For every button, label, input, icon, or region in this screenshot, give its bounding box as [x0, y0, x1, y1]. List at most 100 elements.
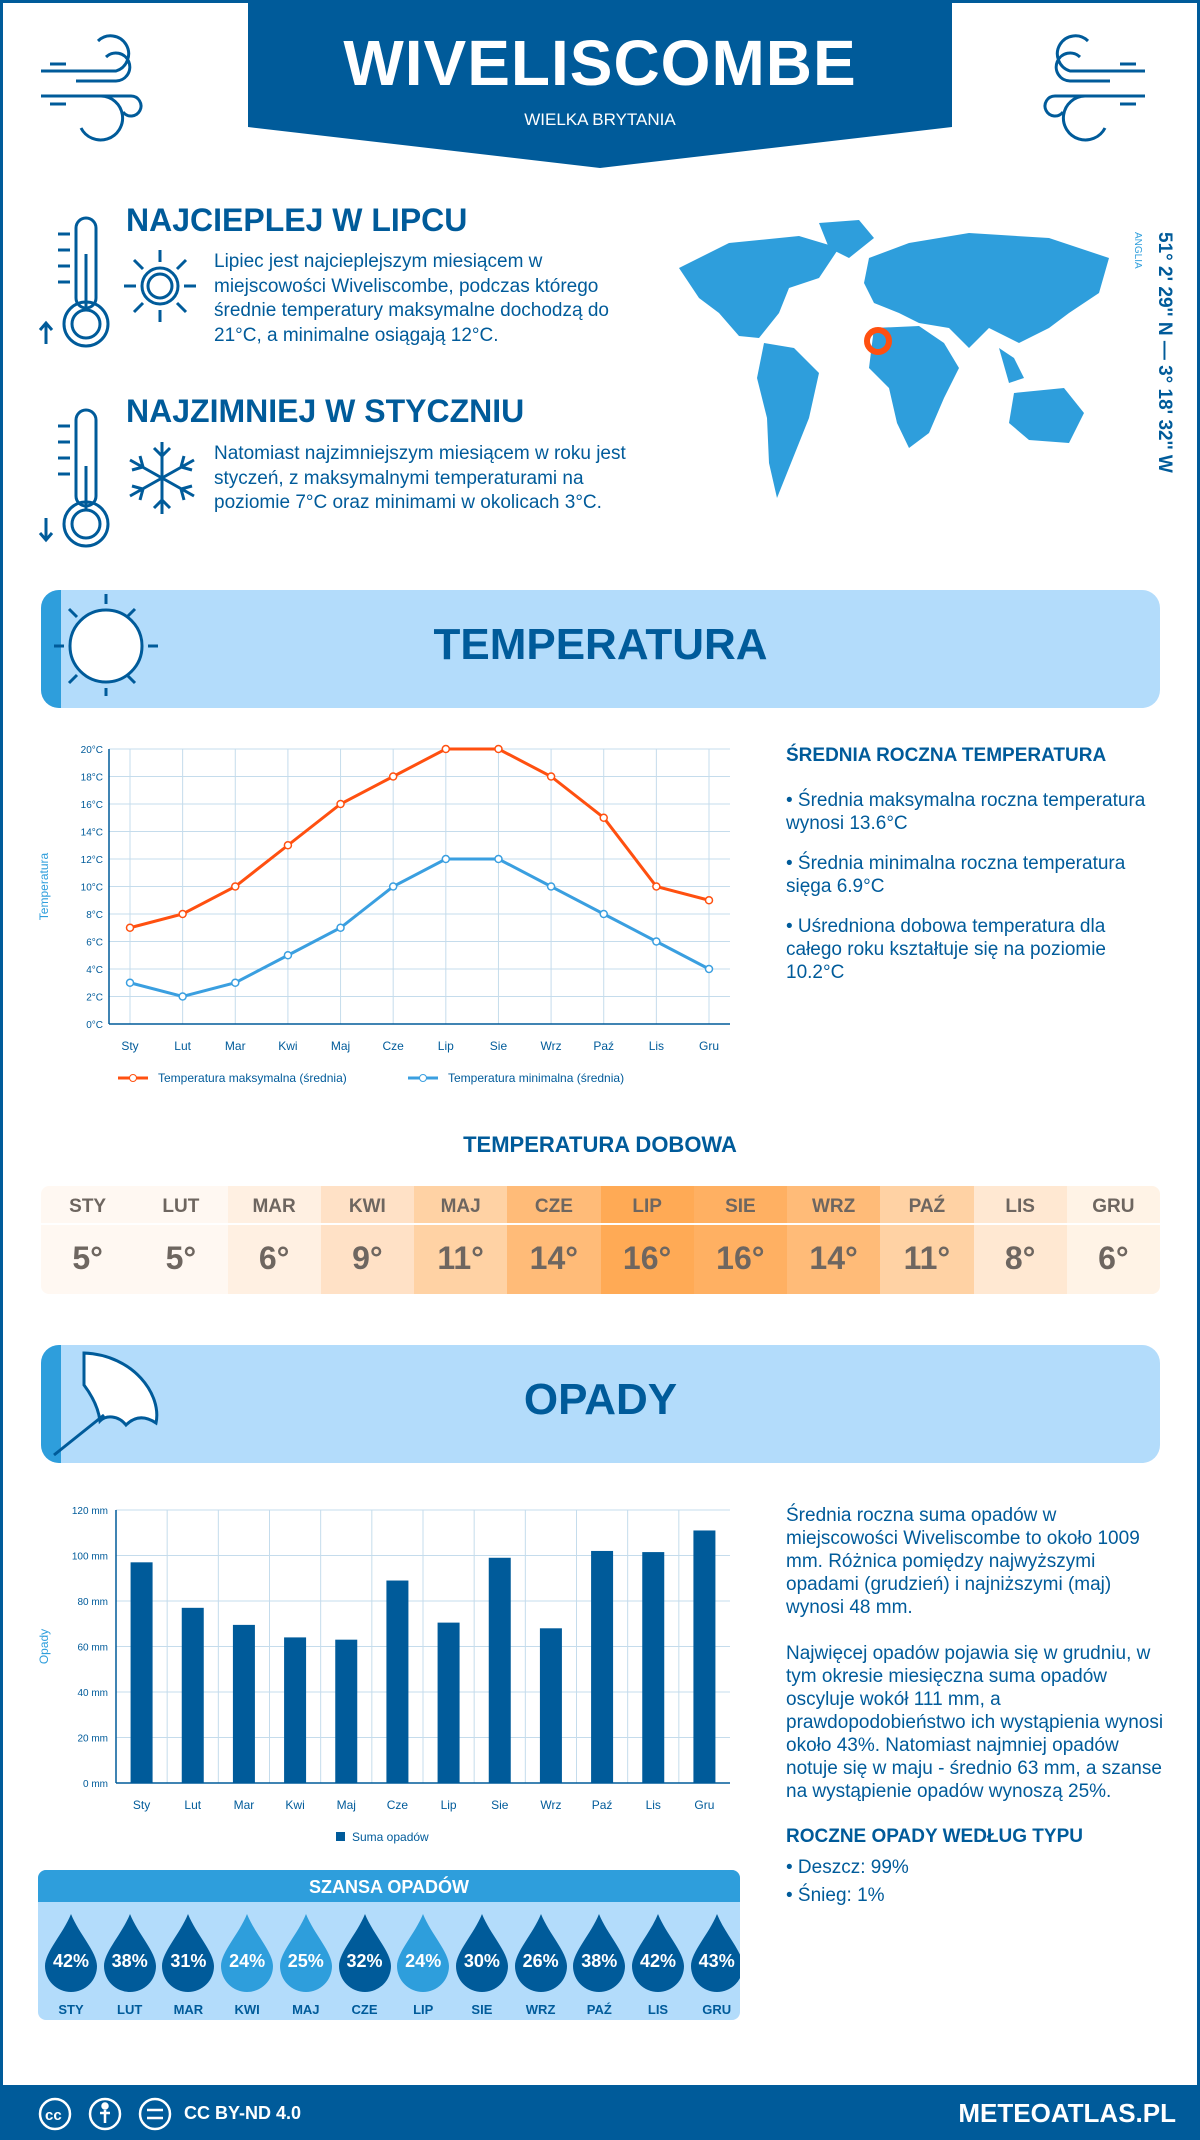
- precipitation-chart: 0 mm 20 mm 40 mm 60 mm 80 mm 100 mm 120 mm Sty L…: [37, 1506, 730, 1844]
- sun-icon: [124, 250, 196, 322]
- data-point: [599, 909, 608, 919]
- summary-bullet: • Uśredniona dobowa temperatura dla całe…: [786, 916, 1107, 983]
- daily-temp-cell: LIP 16°: [600, 1186, 694, 1294]
- x-tick-label: Gru: [694, 1798, 714, 1812]
- warmest-title: NAJCIEPLEJ W LIPCU: [126, 202, 468, 238]
- data-point: [178, 992, 187, 1001]
- rain-chance-value: 31%: [170, 1951, 207, 1971]
- month-label: GRU: [702, 2002, 732, 2017]
- legend-marker: [129, 1074, 137, 1082]
- data-point: [441, 744, 451, 754]
- y-tick-label: 18°C: [81, 773, 103, 784]
- umbrella-icon: [53, 1351, 159, 1457]
- daily-temp-cell: KWI 9°: [320, 1186, 414, 1294]
- precip-type-item: • Deszcz: 99%: [786, 1857, 909, 1878]
- raindrop-icon: [279, 1914, 332, 1992]
- month-label: LIS: [647, 2002, 669, 2017]
- rain-chance-value: 32%: [346, 1951, 383, 1971]
- snowflake-icon: [129, 442, 195, 514]
- temperature-section-banner: TEMPERATURA: [41, 590, 1160, 708]
- bar: [642, 1552, 665, 1783]
- daily-temp-value: 5°: [165, 1240, 197, 1276]
- data-point: [546, 772, 556, 781]
- x-tick-label: Cze: [383, 1039, 405, 1053]
- bar: [488, 1557, 511, 1783]
- raindrop-icon: [573, 1914, 626, 1992]
- raindrop-icon: [45, 1914, 97, 1992]
- legend-label: Temperatura minimalna (średnia): [448, 1071, 624, 1085]
- legend-marker: [419, 1074, 427, 1082]
- series-line: [129, 857, 710, 999]
- data-point: [704, 964, 714, 974]
- y-tick-label: 2°C: [86, 993, 103, 1004]
- data-point: [704, 896, 714, 905]
- daily-temp-value: 8°: [1004, 1240, 1036, 1276]
- precip-types: ROCZNE OPADY WEDŁUG TYPU • Deszcz: 99% •…: [786, 1825, 1166, 1907]
- x-tick-label: Lip: [441, 1798, 457, 1812]
- rain-chance-drop: 24% LIP: [397, 1914, 450, 2017]
- bar: [386, 1580, 409, 1783]
- data-point: [231, 882, 240, 891]
- rain-chance-value: 43%: [698, 1951, 735, 1971]
- y-axis-label: Temperatura: [37, 852, 51, 920]
- data-point: [546, 882, 556, 891]
- data-point: [125, 923, 135, 932]
- bar: [284, 1637, 307, 1783]
- month-label: STY: [41, 1186, 135, 1225]
- x-tick-label: Maj: [337, 1798, 356, 1812]
- month-label: LIP: [413, 2002, 434, 2017]
- month-label: MAJ: [292, 2002, 320, 2017]
- y-tick-label: 10°C: [81, 883, 103, 894]
- daily-temp-cell: SIE 16°: [693, 1186, 787, 1294]
- month-label: MAR: [173, 2002, 204, 2017]
- data-point: [125, 978, 135, 987]
- month-label: PAŹ: [880, 1186, 974, 1225]
- daily-temp-cell: PAŹ 11°: [880, 1186, 974, 1294]
- raindrop-icon: [162, 1914, 215, 1992]
- rain-chance-drop: 42% LIS: [632, 1914, 684, 2017]
- month-label: LUT: [134, 1186, 228, 1225]
- raindrop-icon: [338, 1914, 391, 1992]
- daily-temp-value: 11°: [437, 1240, 484, 1276]
- x-tick-label: Wrz: [540, 1798, 561, 1812]
- rain-chance-value: 42%: [52, 1951, 90, 1971]
- no-derivatives-icon: [138, 2097, 172, 2131]
- rain-chance-drop: 31% MAR: [162, 1914, 215, 2017]
- bar: [130, 1562, 153, 1783]
- month-label: LIS: [973, 1186, 1067, 1225]
- precipitation-section-title: OPADY: [523, 1375, 678, 1424]
- x-tick-label: Lip: [438, 1039, 454, 1053]
- svg-text:cc: cc: [45, 2107, 62, 2124]
- rain-chance-value: 38%: [111, 1951, 148, 1971]
- daily-temp-cell: CZE 14°: [507, 1186, 601, 1294]
- rain-chance-drop: 30% SIE: [455, 1914, 508, 2017]
- y-tick-label: 40 mm: [77, 1688, 108, 1699]
- data-point: [336, 923, 345, 932]
- y-tick-label: 8°C: [86, 910, 103, 921]
- data-point: [494, 744, 503, 754]
- x-tick-label: Paź: [593, 1039, 614, 1053]
- month-label: GRU: [1066, 1186, 1160, 1225]
- month-label: KWI: [234, 2002, 260, 2017]
- temperature-chart: 0°C 2°C 4°C 6°C 8°C 10°C 12°C 14°C 16°C 18°C 20°C S…: [37, 744, 730, 1085]
- license-text: CC BY-ND 4.0: [184, 2103, 302, 2123]
- data-point: [494, 854, 503, 864]
- data-point: [231, 978, 240, 987]
- daily-temp-value: 14°: [529, 1240, 579, 1276]
- coldest-text: Natomiast najzimniejszym miesiącem w rok…: [214, 443, 626, 513]
- data-point: [336, 799, 345, 809]
- wind-icon: [1043, 34, 1145, 142]
- world-map: [679, 220, 1109, 498]
- wind-icon: [41, 34, 143, 142]
- month-label: LUT: [117, 2002, 143, 2017]
- data-point: [652, 882, 661, 891]
- bar: [437, 1622, 460, 1783]
- footer: cc CC BY-ND 4.0 METEOATLAS.PL: [0, 2085, 1200, 2140]
- raindrop-icon: [397, 1914, 450, 1992]
- month-label: LIP: [600, 1186, 694, 1225]
- site-link[interactable]: METEOATLAS.PL: [958, 2098, 1176, 2128]
- daily-temp-value: 16°: [716, 1240, 765, 1276]
- precipitation-section-banner: OPADY: [41, 1345, 1160, 1463]
- y-tick-label: 80 mm: [77, 1597, 108, 1608]
- data-point: [388, 882, 398, 891]
